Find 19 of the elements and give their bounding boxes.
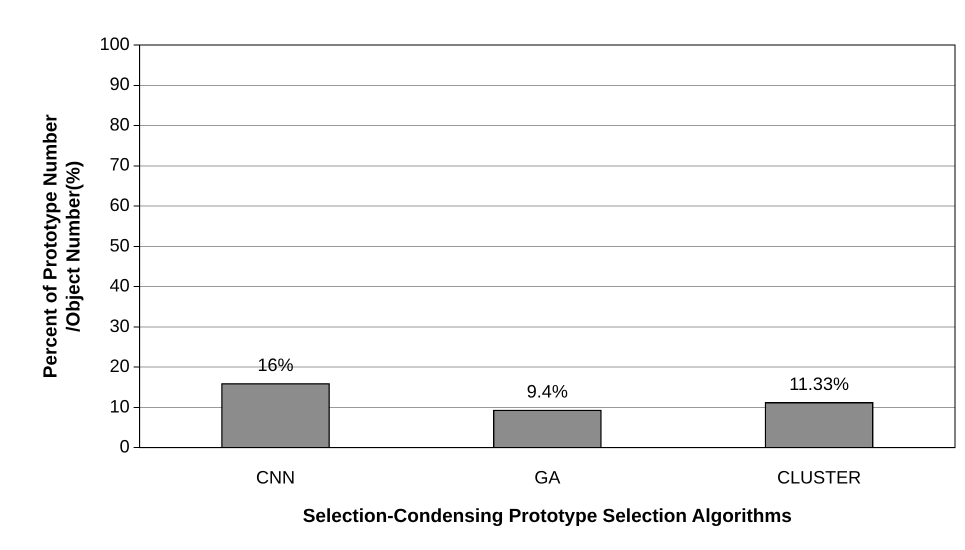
x-tick-label: GA bbox=[534, 467, 560, 488]
x-tick-label: CNN bbox=[256, 467, 296, 488]
data-label: 9.4% bbox=[526, 382, 568, 402]
y-tick-label: 10 bbox=[110, 396, 130, 416]
y-tick-label: 50 bbox=[110, 235, 130, 256]
y-tick-label: 80 bbox=[110, 114, 130, 134]
data-label: 16% bbox=[258, 355, 294, 376]
x-tick-label: CLUSTER bbox=[777, 467, 862, 488]
y-tick-label: 0 bbox=[120, 436, 130, 457]
y-axis-title: Percent of Prototype Number /Object Number(%) bbox=[40, 114, 84, 378]
y-tick-label: 70 bbox=[110, 154, 130, 175]
x-axis-title: Selection-Condensing Prototype Selection Algorithms bbox=[302, 506, 792, 527]
y-tick-label: 90 bbox=[110, 74, 130, 94]
y-tick-label: 30 bbox=[110, 316, 130, 336]
y-tick-label: 20 bbox=[110, 356, 130, 376]
y-tick-label: 40 bbox=[110, 276, 130, 296]
y-tick-label: 100 bbox=[100, 34, 130, 54]
data-label: 11.33% bbox=[789, 374, 849, 394]
y-tick-label: 60 bbox=[110, 195, 130, 216]
